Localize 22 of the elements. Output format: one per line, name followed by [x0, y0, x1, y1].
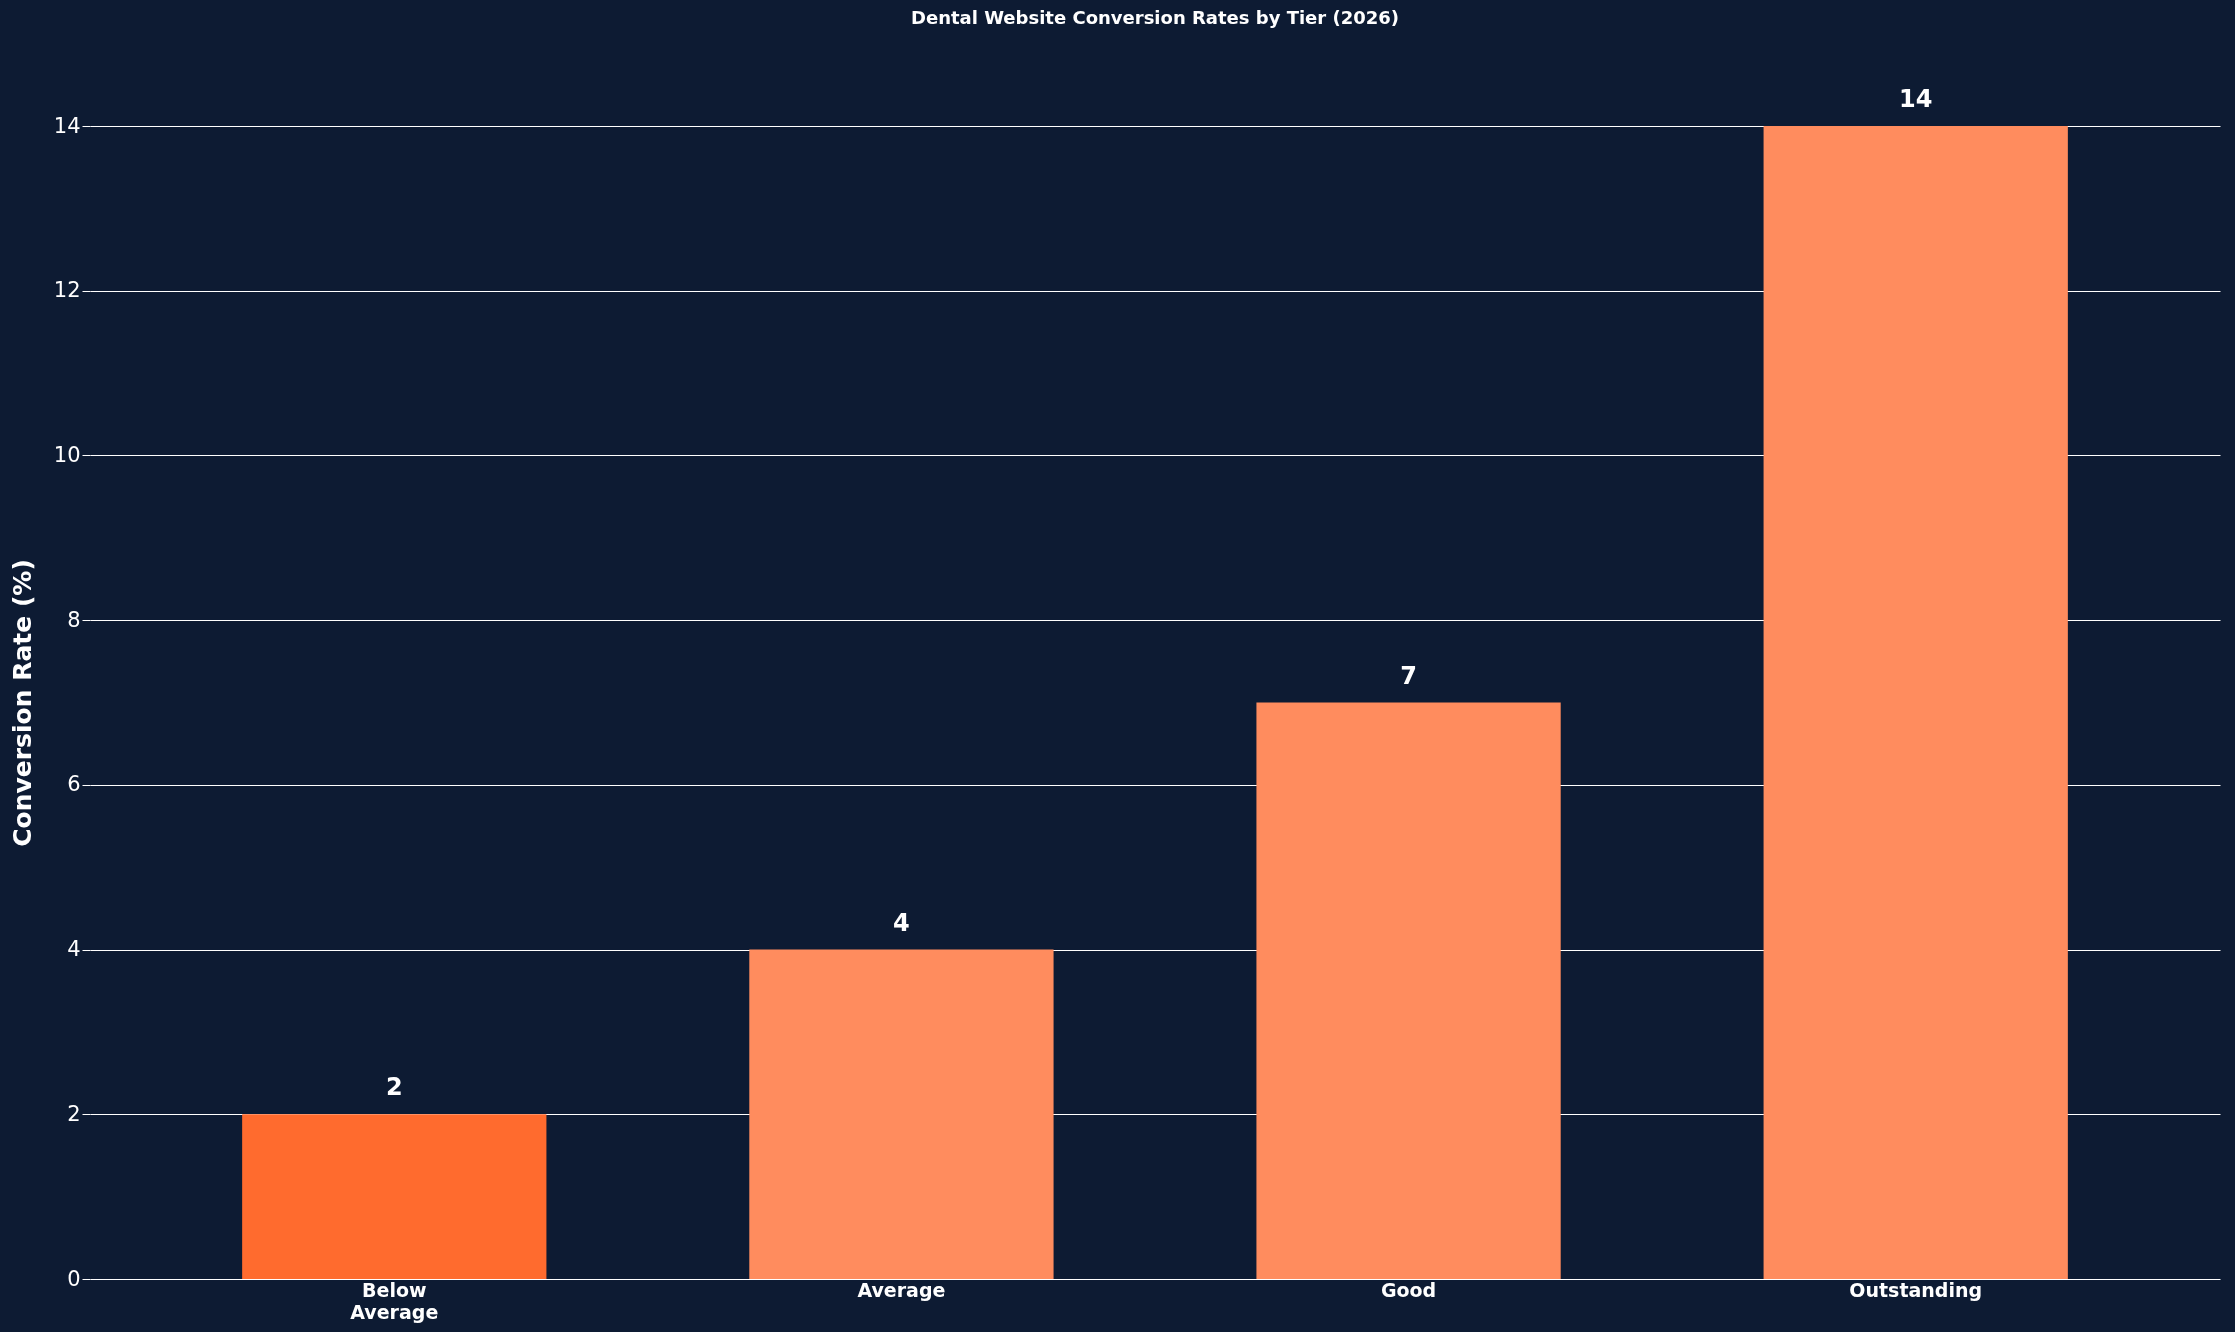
y-axis-title: Conversion Rate (%): [7, 559, 37, 847]
x-tick-label: Below Average: [350, 1278, 439, 1323]
x-tick-label: Average: [857, 1278, 946, 1301]
y-tick-label: 8: [67, 607, 81, 632]
y-tick-label: 10: [53, 442, 81, 467]
y-tick-label: 4: [67, 937, 81, 962]
data-label: 4: [893, 908, 910, 937]
data-label: 2: [385, 1073, 403, 1102]
bar: [1763, 126, 2068, 1279]
chart-title: Dental Website Conversion Rates by Tier (2026): [911, 7, 1399, 28]
y-tick-label: 0: [67, 1266, 81, 1291]
bar: [749, 949, 1054, 1279]
data-label: 7: [1400, 661, 1417, 690]
bar: [242, 1114, 547, 1279]
x-tick-label: Good: [1380, 1278, 1437, 1301]
y-tick-label: 2: [67, 1101, 81, 1126]
y-tick-label: 14: [53, 113, 81, 138]
x-tick-label: Outstanding: [1849, 1278, 1983, 1301]
y-tick-label: 12: [53, 278, 81, 303]
y-tick-label: 6: [67, 772, 81, 797]
bar: [1256, 702, 1561, 1279]
data-label: 14: [1899, 85, 1933, 113]
